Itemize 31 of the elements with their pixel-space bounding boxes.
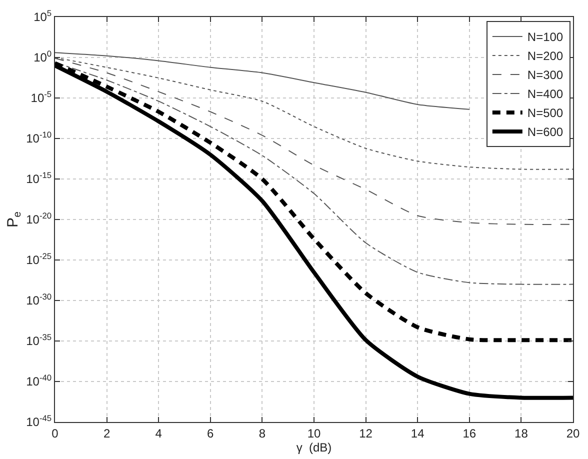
x-tick-label: 18: [514, 426, 528, 440]
x-tick-label: 12: [359, 426, 373, 440]
legend-label: N=300: [527, 68, 564, 82]
x-tick-label: 14: [410, 426, 425, 440]
line-series: [55, 62, 573, 285]
y-tick-label: 10$^{-30}$: [26, 292, 52, 308]
x-axis-title: γ (dB): [296, 440, 332, 454]
x-tick-label: 4: [155, 426, 162, 440]
legend-label: N=400: [527, 87, 564, 102]
y-tick-label: 10$^{-10}$: [26, 130, 52, 146]
y-tick-label: 10$^{5}$: [34, 8, 52, 24]
y-tick-label: 10$^{-15}$: [26, 170, 52, 186]
y-tick-label: 10$^{-20}$: [26, 210, 52, 227]
y-tick-label: 10$^{-45}$: [26, 413, 52, 430]
x-tick-label: 10: [307, 426, 321, 440]
x-tick-label: 8: [258, 426, 266, 440]
y-tick-label: 10$^{0}$: [34, 48, 52, 65]
y-tick-label: 10$^{-5}$: [30, 89, 52, 106]
x-tick-label: 2: [103, 426, 110, 440]
legend-label: N=500: [527, 106, 564, 120]
y-tick-label: 10$^{-40}$: [26, 372, 52, 389]
y-tick-label: 10$^{-25}$: [26, 251, 52, 268]
x-tick-label: 20: [566, 426, 580, 440]
legend-label: N=600: [527, 125, 564, 140]
y-tick-label: 10$^{-35}$: [26, 332, 52, 348]
legend-label: N=100: [527, 30, 564, 44]
x-tick-label: 16: [462, 426, 476, 440]
x-tick-label: 6: [207, 426, 214, 440]
x-tick-label: 0: [52, 426, 59, 440]
legend-label: N=200: [527, 49, 564, 64]
line-series: [55, 52, 470, 110]
